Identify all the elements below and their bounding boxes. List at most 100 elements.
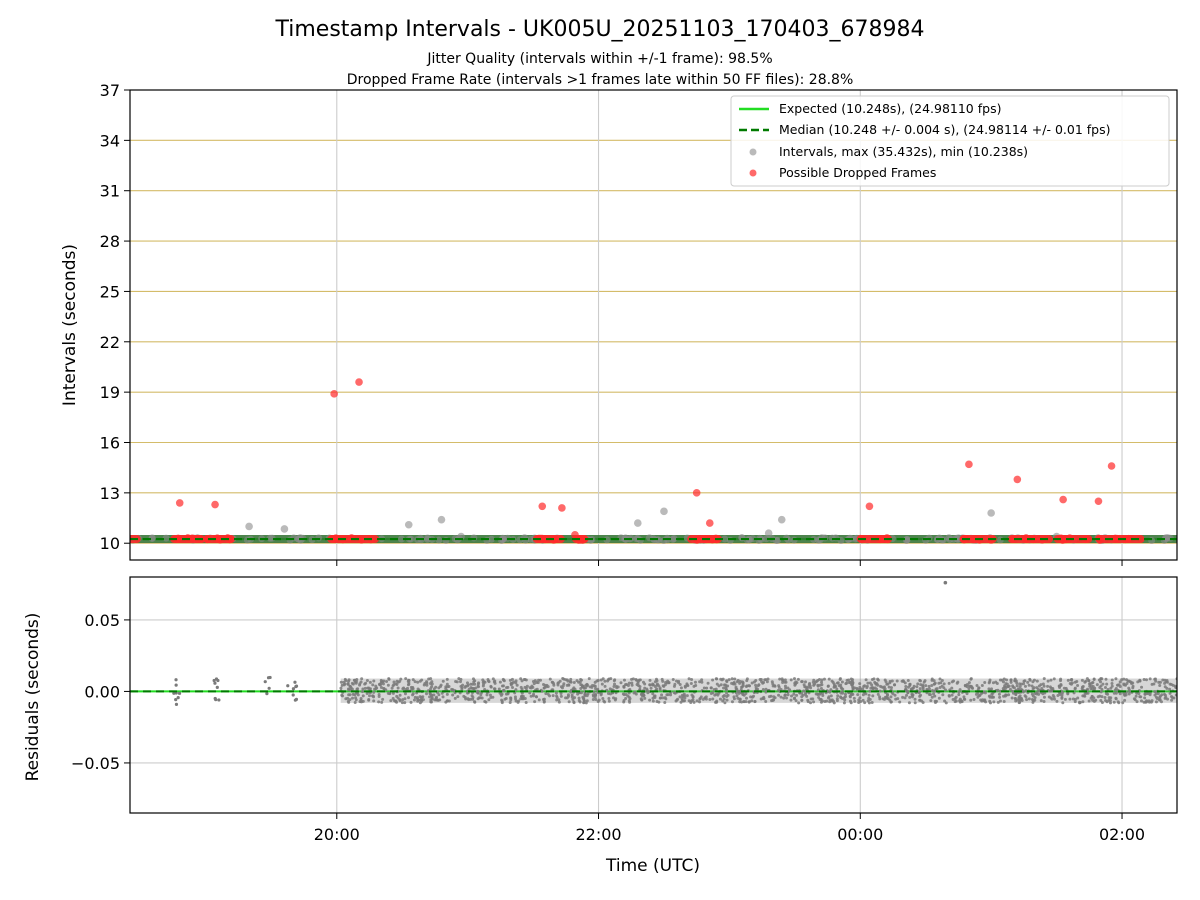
residual-point	[630, 677, 634, 681]
residual-point	[938, 677, 942, 681]
residual-point	[1078, 701, 1082, 705]
residual-point	[493, 687, 497, 691]
residual-point	[687, 699, 691, 703]
residual-point	[1142, 678, 1146, 682]
residual-point	[976, 695, 980, 699]
dropped-frame-point	[355, 378, 363, 386]
residual-point	[739, 688, 743, 692]
dropped-frame-point	[1111, 534, 1120, 543]
residual-point	[663, 683, 667, 687]
residual-point	[942, 682, 946, 686]
residual-point	[416, 687, 420, 691]
residual-point	[1013, 677, 1017, 681]
residual-point	[286, 684, 290, 688]
residual-point	[886, 693, 890, 697]
residual-point	[639, 697, 643, 701]
dropped-frame-point	[225, 535, 234, 544]
residual-point	[1049, 678, 1053, 682]
residual-point	[624, 692, 628, 696]
residual-point	[1051, 693, 1055, 697]
residual-point	[1063, 697, 1067, 701]
residual-point	[643, 682, 647, 686]
residual-point	[878, 684, 882, 688]
residual-point	[471, 697, 475, 701]
residual-point	[683, 685, 687, 689]
residual-point	[177, 691, 182, 695]
residual-point	[726, 693, 730, 697]
residual-point	[918, 694, 922, 698]
residual-point	[901, 695, 905, 699]
residual-point	[1170, 698, 1174, 702]
intervals-y-ticks: 10 13 16 19 22 25 28 31 34 37	[100, 81, 1123, 566]
legend-box	[730, 95, 1170, 187]
residual-point	[839, 691, 843, 695]
residual-point	[842, 696, 846, 700]
residual-point	[995, 681, 999, 685]
intervals-y-axis-label: Intervals (seconds)	[60, 244, 80, 406]
residual-point	[1007, 684, 1011, 688]
residuals-y-tick-label: −0.05	[71, 754, 120, 773]
residual-point	[1069, 682, 1073, 686]
residual-point	[950, 693, 954, 697]
residual-point	[861, 693, 865, 697]
residual-point	[841, 687, 845, 691]
residual-point	[1118, 685, 1122, 689]
residual-point	[378, 682, 382, 686]
residual-point	[1001, 686, 1005, 690]
residual-point	[537, 678, 541, 682]
residual-point	[903, 696, 907, 700]
residual-point	[943, 699, 947, 703]
residual-point	[1080, 687, 1084, 691]
residual-point	[923, 679, 927, 683]
residual-point	[745, 684, 749, 688]
residual-point	[445, 692, 449, 696]
residual-point	[871, 694, 875, 698]
residual-point	[529, 694, 533, 698]
residual-point	[717, 684, 721, 688]
residual-point	[559, 685, 563, 689]
interval-point	[762, 535, 770, 543]
dropped-frame-point	[538, 502, 547, 511]
residual-point	[709, 686, 713, 690]
dropped-frame-point	[1107, 462, 1116, 470]
residual-point	[969, 684, 973, 688]
residual-point	[741, 693, 745, 697]
residual-point	[543, 683, 547, 687]
residual-point	[789, 698, 793, 702]
residual-point	[887, 685, 891, 689]
residual-point	[888, 698, 892, 702]
residual-point	[800, 695, 804, 699]
residual-point	[1089, 684, 1093, 688]
residual-point	[1080, 678, 1084, 682]
residual-point	[1157, 680, 1161, 684]
residual-point	[350, 681, 354, 685]
residual-point	[905, 693, 909, 697]
residual-point	[1037, 692, 1041, 696]
residual-point	[1085, 677, 1089, 681]
residual-point	[997, 692, 1001, 696]
residual-point	[870, 700, 874, 704]
residual-point	[793, 683, 797, 687]
residual-point	[1060, 693, 1064, 697]
residuals-data	[130, 580, 1177, 706]
dropped-frame-point	[211, 500, 219, 509]
residual-point	[657, 700, 661, 704]
interval-point	[245, 522, 253, 531]
residual-point	[761, 688, 765, 692]
residual-point	[931, 688, 935, 692]
residual-point	[474, 686, 478, 690]
residual-point	[1113, 688, 1117, 692]
residual-point	[409, 700, 413, 704]
residual-point	[828, 698, 832, 702]
residuals-ticks: 0.05 0.00 −0.05 20:00 22:00 00:00 02:00	[71, 611, 1145, 844]
residual-point	[831, 699, 835, 703]
residual-point	[613, 682, 617, 686]
interval-point	[670, 535, 678, 543]
residual-point	[1023, 684, 1027, 688]
residual-point	[1118, 692, 1122, 696]
residual-point	[816, 692, 820, 696]
residual-point	[348, 693, 352, 697]
residual-point	[832, 682, 836, 686]
residual-point	[1015, 684, 1019, 688]
residual-point	[606, 691, 610, 695]
